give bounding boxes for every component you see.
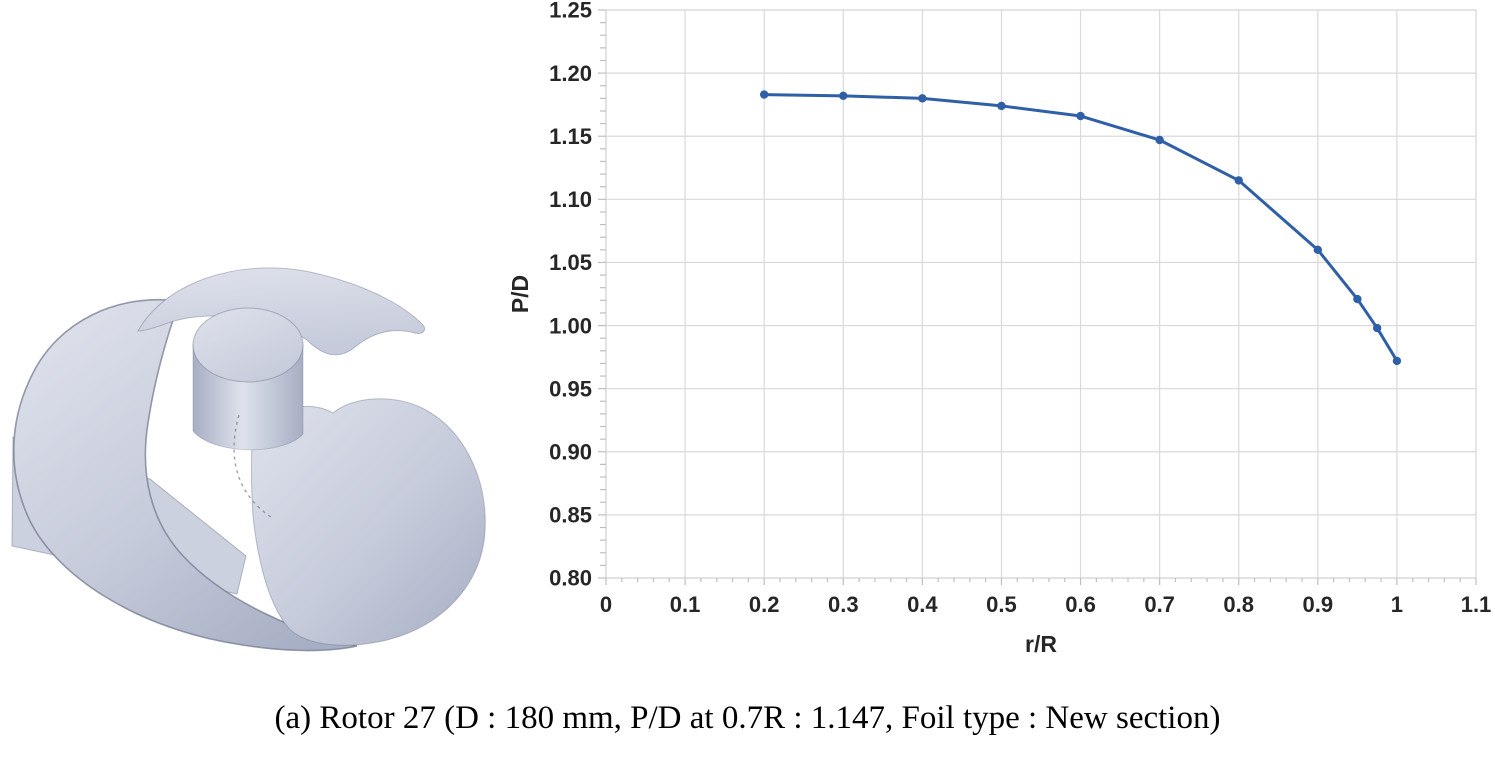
x-axis-title: r/R bbox=[1025, 631, 1057, 657]
x-tick-label: 0.8 bbox=[1223, 592, 1254, 617]
figure-caption: (a) Rotor 27 (D : 180 mm, P/D at 0.7R : … bbox=[274, 700, 1221, 736]
data-point bbox=[1155, 135, 1164, 145]
plot-border bbox=[605, 9, 1477, 579]
y-tick-label: 1.10 bbox=[549, 187, 592, 212]
propeller-blade-right bbox=[251, 398, 486, 646]
data-point bbox=[1076, 111, 1085, 121]
x-tick-label: 0.2 bbox=[749, 592, 780, 617]
rotor-3d-render bbox=[11, 267, 486, 652]
propeller-blade-top bbox=[137, 267, 426, 356]
data-point bbox=[1313, 245, 1323, 255]
x-tick-label: 0.5 bbox=[986, 592, 1017, 617]
x-tick-label: 0.7 bbox=[1144, 592, 1175, 617]
x-tick-label: 0.3 bbox=[828, 592, 859, 617]
data-point bbox=[1234, 176, 1243, 185]
data-point bbox=[997, 101, 1006, 111]
data-point bbox=[759, 90, 769, 99]
propeller-blade-left bbox=[12, 298, 358, 652]
x-tick-label: 1 bbox=[1391, 592, 1403, 617]
y-tick-label: 1.25 bbox=[549, 0, 592, 23]
data-point bbox=[1392, 356, 1402, 366]
y-tick-label: 0.95 bbox=[549, 376, 592, 401]
y-axis-title: P/D bbox=[507, 275, 533, 313]
pitch-distribution-chart: 1.25 1.20 1.15 1.10 1.05 1.00 0.95 0.90 0.85 0.80… bbox=[500, 0, 1495, 700]
data-point bbox=[918, 94, 927, 103]
data-point bbox=[839, 91, 848, 101]
y-tick-label: 0.80 bbox=[549, 566, 592, 591]
x-tick-label: 0.6 bbox=[1065, 592, 1096, 617]
chart-svg: 1.251.201.151.101.051.000.950.900.850.80… bbox=[507, 0, 1492, 657]
y-tick-label: 1.00 bbox=[549, 313, 592, 338]
y-tick-label: 0.90 bbox=[549, 439, 592, 464]
x-tick-label: 0.1 bbox=[670, 592, 701, 617]
x-tick-label: 0.4 bbox=[907, 592, 938, 617]
x-tick-label: 0 bbox=[600, 592, 612, 617]
blade-root-edge bbox=[233, 414, 275, 520]
data-point bbox=[1353, 294, 1362, 304]
y-tick-label: 1.05 bbox=[549, 250, 592, 275]
y-tick-label: 1.15 bbox=[549, 124, 592, 149]
hub-top-face bbox=[192, 307, 304, 383]
y-tick-label: 0.85 bbox=[549, 503, 592, 528]
data-point bbox=[1372, 323, 1382, 333]
y-tick-label: 1.20 bbox=[549, 61, 592, 86]
x-tick-label: 1.1 bbox=[1461, 592, 1492, 617]
x-tick-label: 0.9 bbox=[1303, 592, 1334, 617]
